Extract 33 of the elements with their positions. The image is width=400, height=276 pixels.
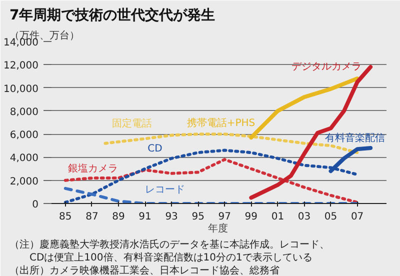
line-series bbox=[64, 158, 359, 204]
y-tick-label: 4,000 bbox=[10, 153, 39, 164]
x-tick-label: 03 bbox=[298, 212, 311, 222]
x-tick-label: 07 bbox=[350, 212, 364, 222]
y-tick-label: 12,000 bbox=[4, 60, 39, 72]
text: CDは便宜上100倍、有料音楽配信数は10分の1で表示している bbox=[10, 252, 312, 264]
y-tick-label: 0 bbox=[32, 200, 39, 210]
x-tick-label: 99 bbox=[244, 212, 258, 222]
chart-title: 7年周期で技術の世代交代が発生 bbox=[10, 6, 216, 24]
text: （注）慶應義塾大学教授清水浩氏のデータを基に本誌作成。レコード、 bbox=[10, 238, 330, 250]
y-tick-label: 8,000 bbox=[10, 106, 39, 118]
y-tick-label: 10,000 bbox=[4, 84, 39, 95]
series-label: 固定電話 bbox=[112, 117, 152, 130]
x-tick-label: 87 bbox=[86, 212, 98, 222]
text: （出所）カメラ映像機器工業会、日本レコード協会、総務省 bbox=[10, 264, 280, 276]
series-label: CD bbox=[148, 143, 163, 154]
x-tick-label: 89 bbox=[112, 212, 125, 222]
series-label: デジタルカメラ bbox=[291, 62, 362, 73]
series-label: 携帯電話+PHS bbox=[186, 116, 256, 129]
y-tick-label: 2,000 bbox=[10, 176, 39, 188]
x-tick-label: 91 bbox=[138, 212, 152, 222]
y-tick-label: 6,000 bbox=[10, 130, 39, 142]
series-label: レコード bbox=[145, 184, 186, 196]
line-series bbox=[64, 186, 359, 204]
series-label: 銀塩カメラ bbox=[68, 162, 118, 175]
x-tick-label: 97 bbox=[218, 212, 232, 222]
x-tick-label: 01 bbox=[271, 212, 284, 222]
x-axis-title: 年度 bbox=[208, 222, 228, 234]
x-tick-label: 05 bbox=[324, 212, 338, 222]
x-tick-label: 95 bbox=[192, 212, 204, 222]
x-tick-label: 85 bbox=[59, 212, 72, 222]
x-tick-label: 93 bbox=[165, 212, 178, 222]
series-label: 有料音楽配信 bbox=[325, 132, 386, 144]
